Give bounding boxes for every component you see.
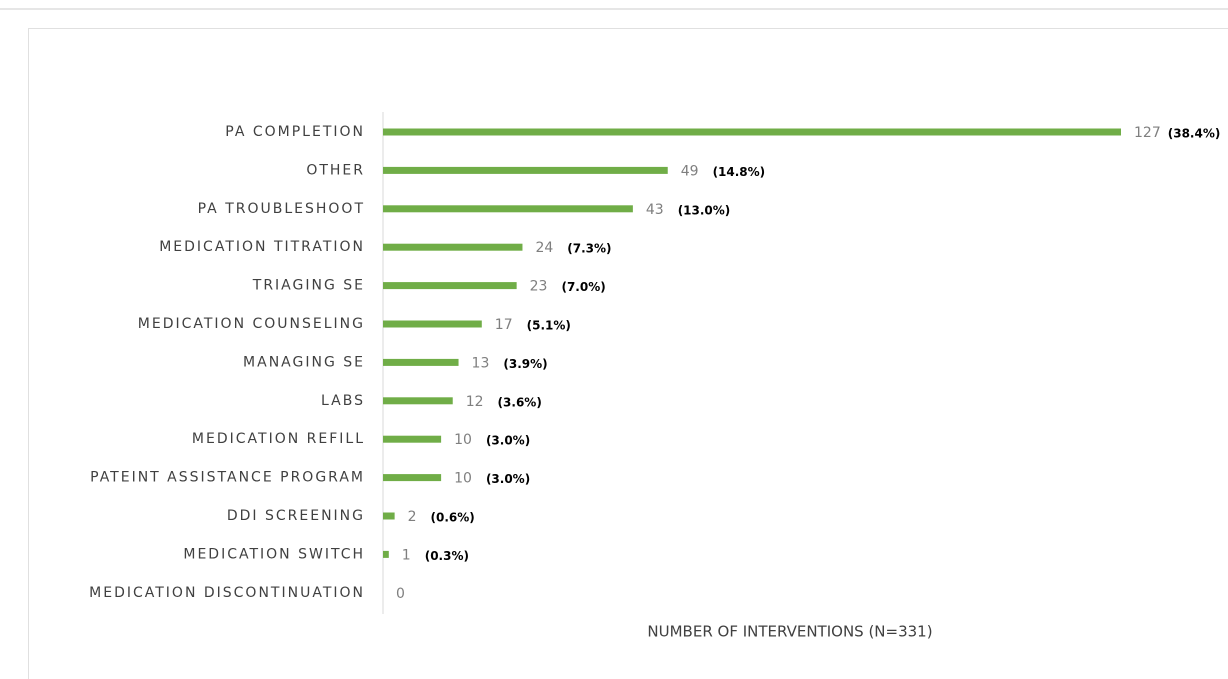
- percent-label: (3.0%): [486, 434, 530, 448]
- percent-label: (0.3%): [425, 549, 469, 563]
- bar: [383, 512, 395, 520]
- percent-label: (7.3%): [567, 242, 611, 256]
- value-label: 24: [535, 240, 553, 256]
- value-label: 13: [472, 355, 490, 371]
- value-label: 23: [530, 279, 548, 295]
- bar: [383, 320, 482, 328]
- percent-label: (13.0%): [678, 203, 731, 217]
- bar: [383, 474, 442, 482]
- bar: [383, 128, 1121, 136]
- y-tick-label: PA COMPLETION: [225, 124, 365, 140]
- y-tick-label: MEDICATION REFILL: [192, 431, 365, 447]
- value-label: 1: [402, 547, 411, 563]
- percent-label: (5.1%): [527, 319, 571, 333]
- percent-label: (3.9%): [503, 357, 547, 371]
- y-tick-label: OTHER: [306, 162, 365, 178]
- bar: [383, 166, 668, 174]
- y-tick-label: PATEINT ASSISTANCE PROGRAM: [90, 470, 365, 486]
- value-label: 2: [408, 509, 417, 525]
- x-axis-title: NUMBER OF INTERVENTIONS (N=331): [647, 623, 932, 641]
- y-tick-label: TRIAGING SE: [252, 278, 365, 294]
- percent-label: (0.6%): [431, 511, 475, 525]
- y-tick-label: DDI SCREENING: [227, 508, 365, 524]
- value-label: 17: [495, 317, 513, 333]
- value-label: 12: [466, 394, 484, 410]
- y-tick-label: PA TROUBLESHOOT: [198, 201, 365, 217]
- value-label: 49: [681, 163, 699, 179]
- bar: [383, 550, 389, 558]
- value-label: 127: [1134, 125, 1161, 141]
- y-tick-label: MEDICATION COUNSELING: [138, 316, 365, 332]
- y-tick-label: MEDICATION DISCONTINUATION: [89, 585, 365, 601]
- value-label: 10: [454, 432, 472, 448]
- y-tick-label: MEDICATION SWITCH: [183, 546, 365, 562]
- bar: [383, 435, 442, 443]
- y-tick-label: LABS: [321, 393, 365, 409]
- value-label: 43: [646, 202, 664, 218]
- value-label: 10: [454, 471, 472, 487]
- y-tick-label: MEDICATION TITRATION: [159, 239, 365, 255]
- bar: [383, 358, 459, 366]
- bar: [383, 282, 517, 290]
- bar: [383, 205, 633, 213]
- percent-label: (38.4%): [1168, 127, 1221, 141]
- percent-label: (3.6%): [498, 395, 542, 409]
- value-label: 0: [396, 586, 405, 602]
- y-tick-label: MANAGING SE: [243, 354, 365, 370]
- bar: [383, 243, 523, 251]
- percent-label: (3.0%): [486, 472, 530, 486]
- percent-label: (7.0%): [561, 280, 605, 294]
- percent-label: (14.8%): [713, 165, 766, 179]
- chart-frame: [28, 28, 1228, 679]
- bar: [383, 397, 453, 405]
